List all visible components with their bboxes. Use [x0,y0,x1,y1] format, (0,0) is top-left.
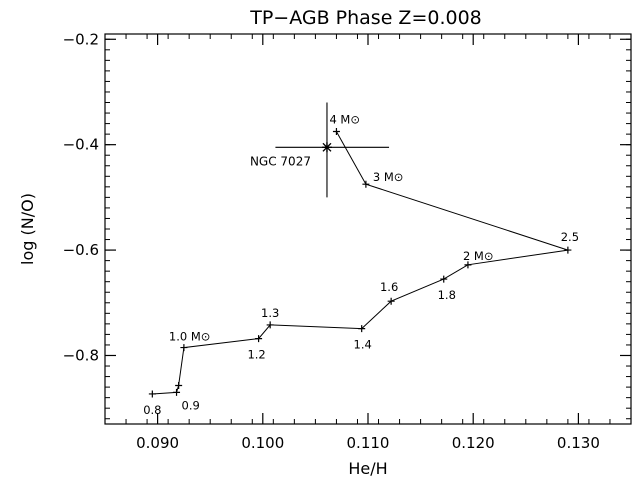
track-point [362,180,370,188]
plot-frame [104,33,632,425]
track-point [173,388,181,396]
track-point-label: 3 M⊙ [373,170,404,184]
track-point [332,128,340,135]
track-point [464,261,472,269]
observation-label: NGC 7027 [250,154,311,168]
x-axis-label: He/H [348,459,387,478]
x-tick-label: 0.090 [136,434,179,452]
x-axis-ticks: 0.090 0.100 0.110 0.120 0.130 [125,34,611,452]
track-point [180,344,188,352]
track-point-label: 1.2 [247,348,265,362]
track-point [148,390,156,398]
observation-marker [321,142,332,153]
track-point-label: 0.8 [143,403,161,417]
track-point [564,246,572,254]
track-point-label: 1.3 [261,306,279,320]
y-tick-label: −0.8 [63,346,99,364]
track-point-label: 2.5 [561,230,579,244]
track-point-label: 0.9 [182,398,200,412]
x-tick-label: 0.130 [557,434,600,452]
chart-title: TP−AGB Phase Z=0.008 [249,7,482,29]
track-point-label: 1.0 M⊙ [169,330,211,344]
observation-ngc7027 [275,102,390,198]
y-axis-label: log (N/O) [18,193,37,265]
x-tick-label: 0.110 [347,434,390,452]
track-line [152,131,569,395]
track-point [175,382,183,390]
track-point [358,325,366,333]
track-point-label: 2 M⊙ [463,249,494,263]
x-tick-label: 0.100 [241,434,284,452]
y-tick-label: −0.4 [63,136,99,154]
y-axis-ticks: −0.2 −0.4 −0.6 −0.8 [63,30,631,420]
track-point [266,321,274,329]
y-tick-label: −0.6 [63,241,99,259]
track-point [255,335,263,343]
y-tick-label: −0.2 [63,30,99,48]
track-point [387,297,395,305]
x-tick-label: 0.120 [452,434,495,452]
track-point-label: 1.8 [438,288,456,302]
track-point-labels: 0.8 0.9 1.0 M⊙ 1.2 1.3 1.4 1.6 1.8 2 M⊙ 2.5 3 M⊙ 4 … [143,113,579,417]
track-markers [148,128,572,398]
track-point-label: 1.4 [354,338,372,352]
track-point [440,275,448,283]
track-point-label: 1.6 [380,280,398,294]
track-point-label: 4 M⊙ [329,113,360,127]
